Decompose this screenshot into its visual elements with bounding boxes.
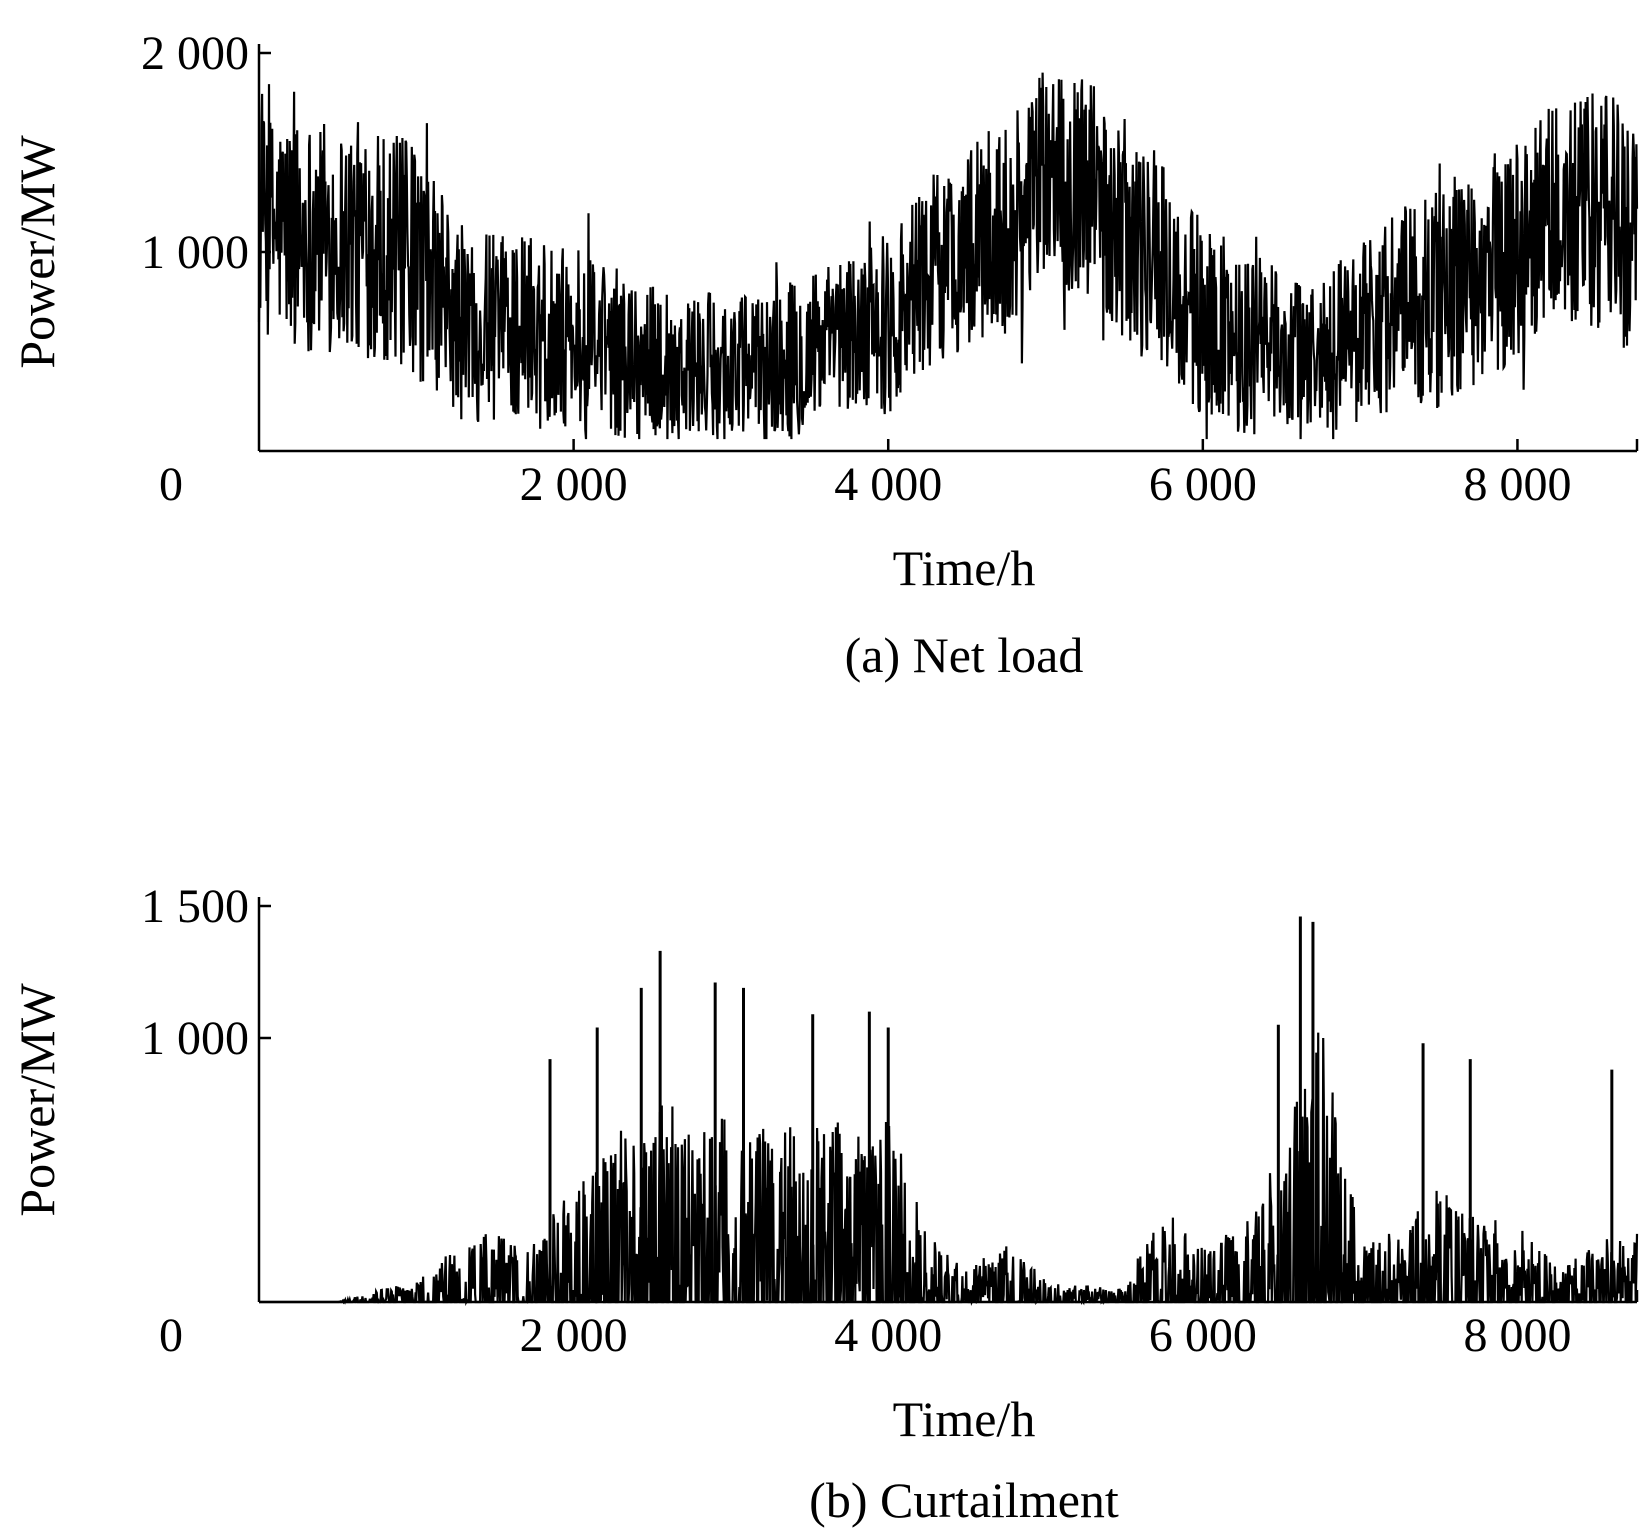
curtailment-x-tick-label: 8 000 [1463,1309,1571,1362]
curtailment-x-tick-label: 2 000 [520,1309,628,1362]
curtailment-x-tick-label: 4 000 [834,1309,942,1362]
net-load-series [257,72,1639,440]
curtailment-series [259,916,1639,1307]
net-load-x-tick-label: 6 000 [1149,458,1257,511]
net-load-y-tick-label: 1 000 [141,226,249,279]
net-load-y-tick-label: 2 000 [141,27,249,80]
curtailment-x-ticks: 0 2 000 4 000 6 000 8 000 [159,1290,1639,1362]
net-load-x-tick-label: 0 [159,458,183,511]
curtailment-x-axis-title: Time/h [893,1391,1036,1447]
curtailment-line [259,1032,1639,1307]
curtailment-y-axis-title: Power/MW [9,983,65,1217]
curtailment-caption: (b) Curtailment [809,1472,1119,1528]
net-load-x-tick-label: 8 000 [1463,458,1571,511]
net-load-x-axis-title: Time/h [893,540,1036,596]
net-load-caption: (a) Net load [845,627,1084,683]
net-load-x-ticks: 0 2 000 4 000 6 000 8 000 [159,439,1639,511]
curtailment-x-tick-label: 0 [159,1309,183,1362]
curtailment-x-tick-label: 6 000 [1149,1309,1257,1362]
net-load-x-tick-label: 2 000 [520,458,628,511]
curtailment-y-tick-label: 1 500 [141,880,249,933]
curtailment-y-tick-label: 1 000 [141,1012,249,1065]
net-load-y-ticks: 1 000 2 000 [141,27,271,279]
net-load-line [257,72,1639,440]
net-load-y-axis-title: Power/MW [9,135,65,369]
curtailment-y-ticks: 1 000 1 500 [141,880,271,1065]
net-load-x-tick-label: 4 000 [834,458,942,511]
